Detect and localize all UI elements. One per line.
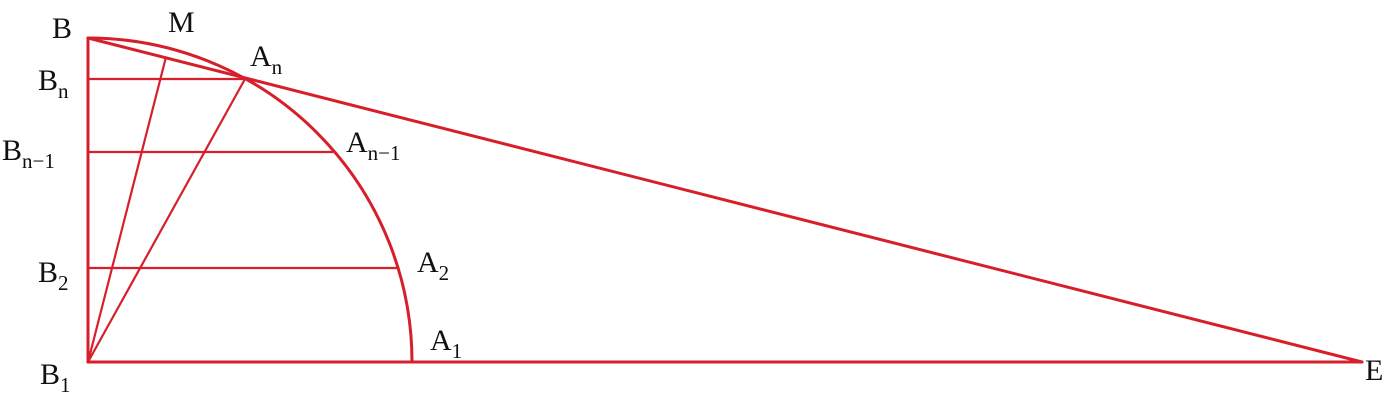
label-part: 1 (452, 339, 463, 363)
label-b1: B1 (40, 358, 71, 397)
segment-b1-an (87, 78, 246, 363)
label-part: 2 (439, 261, 450, 285)
quarter-arc (86, 36, 414, 364)
label-part: B (52, 12, 72, 45)
labels: B M An Bn Bn−1 An−1 B2 A2 B1 A1 E (2, 6, 1383, 397)
figure (86, 36, 1364, 364)
label-m: M (168, 6, 195, 39)
label-part: B (2, 134, 22, 167)
label-part: 2 (58, 271, 69, 295)
label-part: A (417, 246, 439, 279)
label-part: B (40, 358, 60, 391)
label-part: B (38, 64, 58, 97)
segment-b1-m (86, 56, 168, 363)
label-b: B (52, 12, 72, 45)
label-part: 1 (60, 373, 71, 397)
label-part: n (272, 55, 283, 79)
label-an: An (250, 40, 283, 79)
label-part: n−1 (22, 149, 55, 173)
label-part: M (168, 6, 195, 39)
label-part: B (38, 256, 58, 289)
label-b2: B2 (38, 256, 69, 295)
segment-b-e (86, 36, 1364, 364)
label-part: n−1 (368, 141, 401, 165)
label-part: A (430, 324, 452, 357)
label-part: A (250, 40, 272, 73)
label-an1: An−1 (346, 126, 401, 165)
label-e: E (1365, 354, 1383, 387)
label-part: E (1365, 354, 1383, 387)
label-part: n (58, 79, 69, 103)
label-bn1: Bn−1 (2, 134, 55, 173)
label-a2: A2 (417, 246, 449, 285)
label-a1: A1 (430, 324, 462, 363)
label-bn: Bn (38, 64, 69, 103)
label-part: A (346, 126, 368, 159)
